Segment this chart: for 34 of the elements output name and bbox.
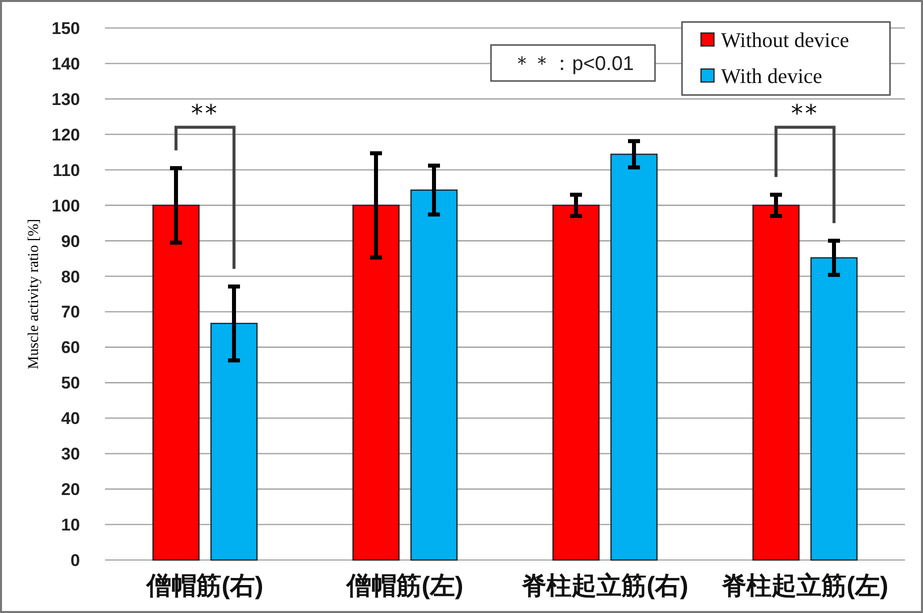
y-tick-label: 80	[61, 267, 80, 286]
bar	[352, 204, 400, 561]
bar	[552, 204, 600, 561]
x-tick-label: 脊柱起立筋(左)	[722, 572, 888, 600]
y-tick-label: 120	[52, 125, 80, 144]
bar	[610, 154, 658, 561]
y-tick-label: 70	[61, 302, 80, 322]
annotation: **	[791, 99, 819, 128]
y-tick-label: 60	[61, 338, 80, 358]
y-axis-title: Muscle activity ratio [%]	[26, 218, 42, 370]
bar	[410, 189, 458, 561]
y-tick-label: 90	[61, 232, 80, 251]
bar	[810, 257, 858, 561]
y-tick-label: 150	[52, 19, 80, 38]
y-tick-label: 100	[52, 196, 80, 216]
annotation: ＊＊：p<0.01	[512, 53, 634, 75]
x-tick-label: 僧帽筋(右)	[146, 572, 264, 600]
y-tick-label: 140	[52, 54, 80, 74]
annotation: **	[191, 99, 219, 128]
bar	[152, 204, 200, 561]
bar	[210, 322, 258, 561]
legend-label: Without device	[721, 28, 850, 52]
y-tick-label: 30	[61, 444, 80, 464]
y-tick-label: 50	[61, 374, 80, 393]
y-tick-label: 130	[52, 90, 80, 109]
bar	[752, 204, 800, 561]
x-tick-label: 脊柱起立筋(右)	[522, 572, 688, 600]
y-tick-label: 10	[61, 516, 80, 535]
legend-label: With device	[721, 64, 822, 88]
y-tick-label: 40	[61, 409, 80, 428]
y-tick-label: 20	[61, 480, 80, 500]
x-tick-label: 僧帽筋(左)	[346, 572, 464, 600]
y-tick-label: 110	[52, 160, 80, 180]
y-tick-label: 0	[70, 551, 80, 570]
